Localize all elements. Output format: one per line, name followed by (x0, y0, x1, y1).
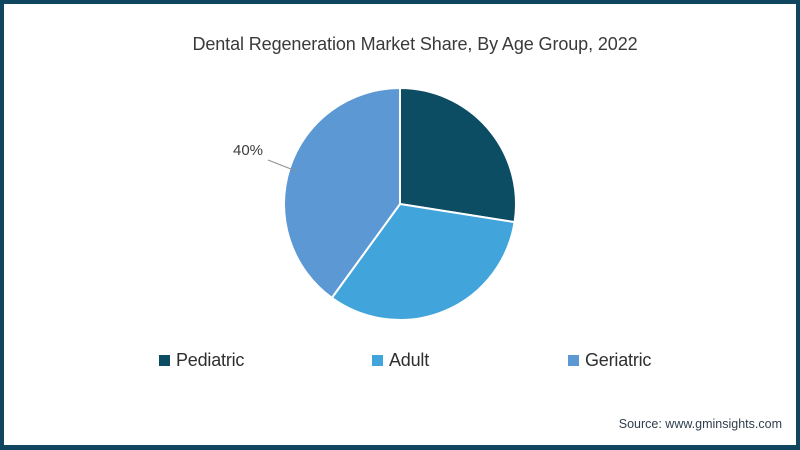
legend-item-pediatric: Pediatric (159, 349, 244, 371)
label-leader-line (267, 159, 297, 172)
legend-swatch-pediatric-icon (159, 354, 170, 366)
legend-swatch-geriatric-icon (568, 354, 579, 366)
chart-title: Dental Regeneration Market Share, By Age… (192, 34, 638, 54)
pie-slice-pediatric (399, 87, 517, 224)
legend-item-adult: Adult (372, 349, 429, 371)
legend-label-adult: Adult (389, 349, 430, 370)
data-label-geriatric: 40% (233, 142, 264, 159)
pie-slice-adult (330, 203, 516, 321)
legend-label-pediatric: Pediatric (176, 349, 245, 370)
pie-slices (283, 87, 517, 321)
legend-label-geriatric: Geriatric (585, 349, 652, 370)
source-attribution: Source: www.gminsights.com (618, 417, 782, 431)
legend-item-geriatric: Geriatric (568, 349, 651, 371)
legend-swatch-adult-icon (372, 354, 383, 366)
